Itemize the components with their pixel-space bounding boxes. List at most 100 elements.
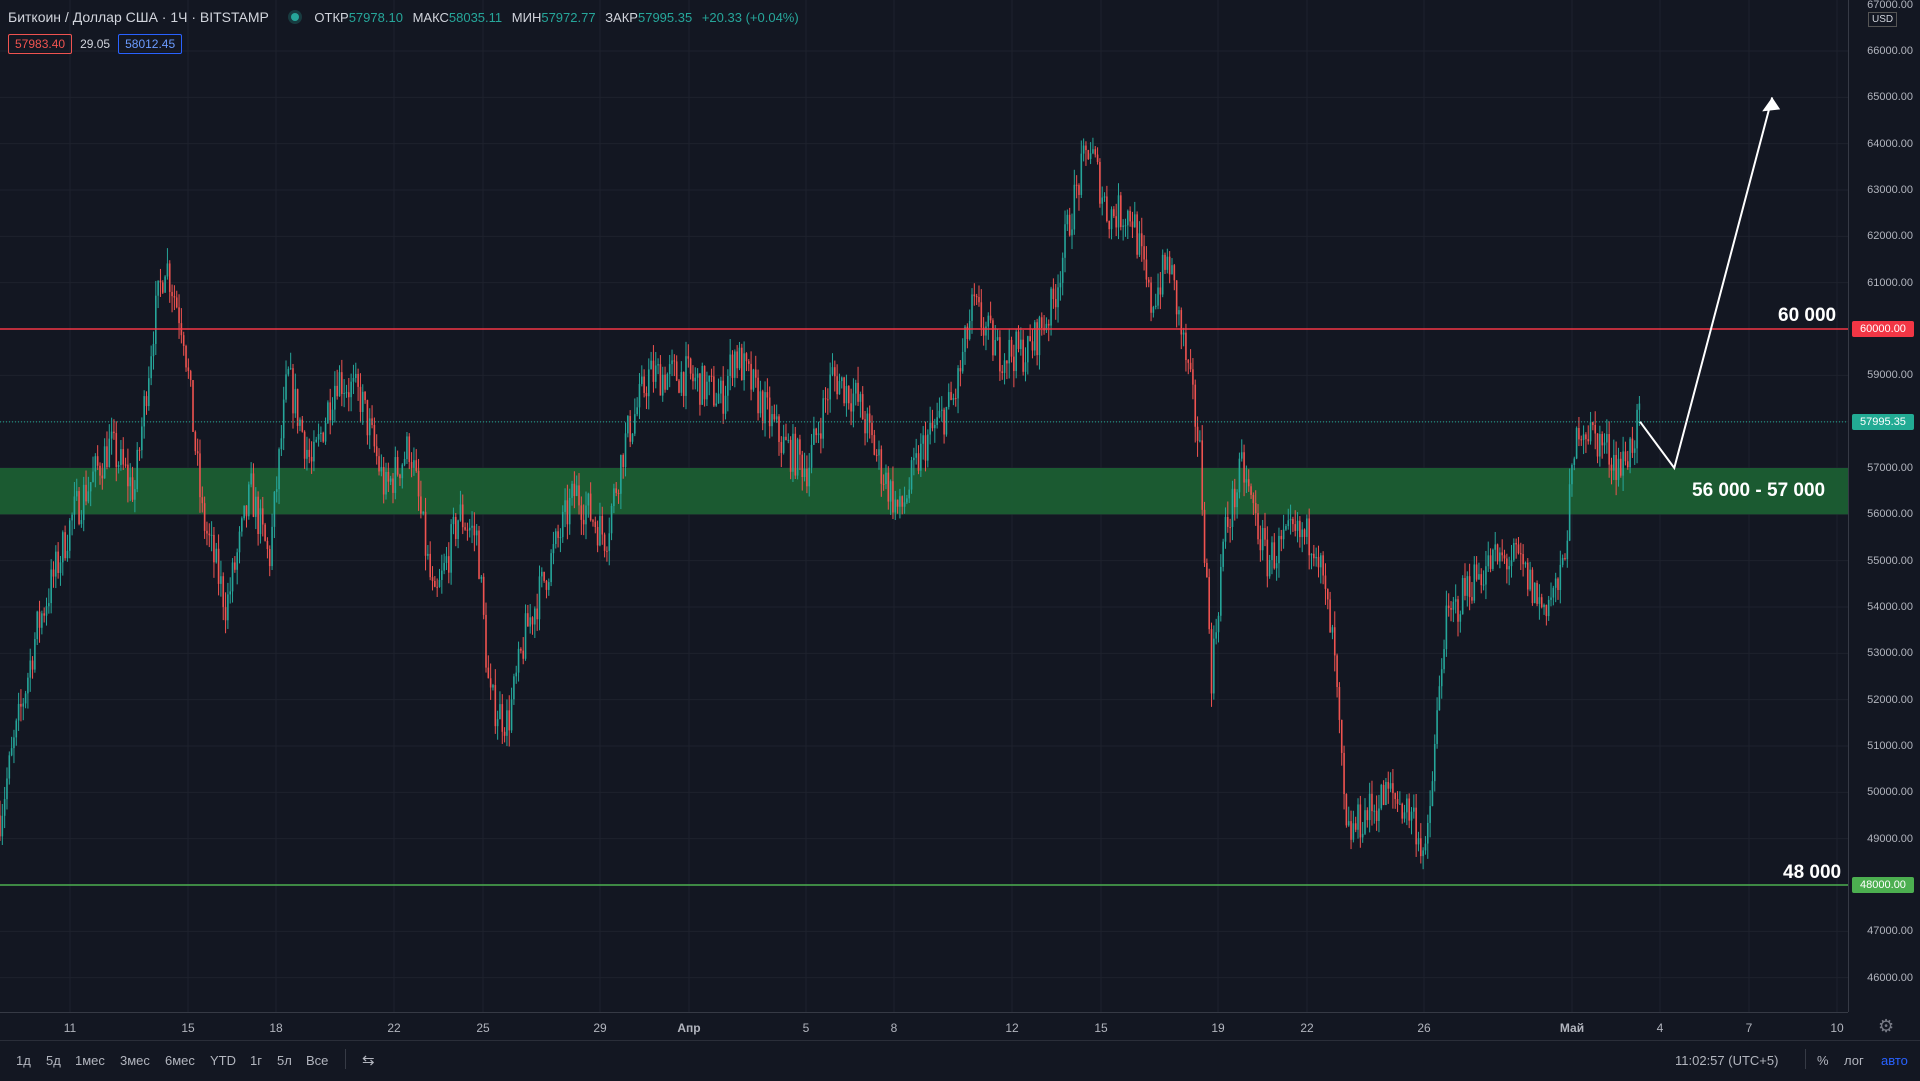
symbol-title[interactable]: Биткоин / Доллар США · 1Ч · BITSTAMP	[8, 9, 269, 25]
candle-body	[1113, 209, 1115, 217]
currency-label[interactable]: USD	[1868, 12, 1898, 27]
candle-body	[743, 353, 745, 380]
candle-body	[1003, 360, 1006, 373]
candle-body	[392, 478, 394, 493]
candle-body	[654, 365, 657, 382]
range-6m[interactable]: 6мес	[165, 1053, 195, 1068]
candle-body	[1426, 822, 1429, 844]
range-1m[interactable]: 1мес	[75, 1053, 105, 1068]
candle-body	[1617, 458, 1620, 480]
range-ytd[interactable]: YTD	[210, 1053, 236, 1068]
candle-body	[1401, 803, 1403, 819]
candle-body	[389, 478, 392, 482]
auto-toggle[interactable]: авто	[1881, 1053, 1908, 1068]
candle-body	[1571, 464, 1573, 485]
candle-body	[936, 417, 938, 425]
candle-body	[1206, 562, 1208, 578]
range-all[interactable]: Все	[306, 1053, 329, 1068]
price-tick: 67000.00	[1867, 0, 1913, 11]
candle-body	[1415, 807, 1417, 845]
candle-body	[1294, 524, 1297, 531]
zone-label: 56 000 - 57 000	[1692, 480, 1826, 501]
buy-button[interactable]: 58012.45	[118, 34, 183, 54]
candle-body	[96, 456, 99, 466]
sell-button[interactable]: 57983.40	[8, 34, 73, 54]
candle-body	[1578, 427, 1580, 440]
candle-body	[220, 576, 222, 584]
candle-body	[1180, 310, 1183, 335]
candle-body	[243, 505, 245, 519]
range-5d[interactable]: 5д	[46, 1053, 61, 1068]
candle-body	[236, 552, 238, 570]
time-tick: 18	[269, 1021, 283, 1035]
candle-body	[431, 577, 434, 582]
range-1d[interactable]: 1д	[16, 1053, 31, 1068]
candle-body	[757, 377, 759, 414]
candle-body	[324, 423, 327, 442]
price-badge: 60000.00	[1852, 321, 1914, 337]
candle-body	[1057, 287, 1059, 308]
candle-body	[387, 471, 390, 482]
settings-gear-icon[interactable]: ⚙	[1878, 1016, 1895, 1036]
candle-body	[580, 505, 583, 520]
time-axis[interactable]: 11 15 18 22 25 29 Апр 5 8 12 15 19 22 26 Май 4 7 10	[0, 1012, 1848, 1041]
candle-body	[1610, 464, 1613, 471]
price-scale[interactable]: 67000.00 66000.00 65000.00 64000.00 63000.00…	[1848, 0, 1920, 1012]
time-tick: 12	[1005, 1021, 1019, 1035]
candle-body	[899, 496, 901, 507]
candle-body	[450, 524, 452, 573]
candle-body	[850, 403, 852, 412]
range-3m[interactable]: 3мес	[120, 1053, 150, 1068]
candle-body	[806, 468, 808, 487]
support-zone	[0, 468, 1848, 515]
candle-body	[1238, 458, 1241, 493]
candle-body	[1338, 687, 1341, 720]
candle-body	[601, 516, 604, 535]
candle-body	[68, 520, 71, 551]
candle-body	[668, 364, 671, 375]
candle-body	[59, 562, 62, 573]
candle-body	[1399, 803, 1401, 805]
candle-body	[529, 617, 531, 627]
range-1y[interactable]: 1г	[250, 1053, 262, 1068]
candle-body	[166, 263, 169, 277]
candle-body	[1573, 458, 1576, 465]
candle-body	[241, 518, 243, 532]
candle-body	[613, 488, 615, 507]
candle-body	[799, 439, 801, 455]
candle-body	[1382, 784, 1385, 806]
candle-body	[661, 374, 664, 396]
candle-body	[606, 550, 608, 552]
candle-body	[1433, 744, 1436, 782]
candle-body	[943, 409, 945, 435]
candle-body	[1250, 486, 1252, 495]
log-toggle[interactable]: лог	[1844, 1053, 1864, 1068]
candle-body	[1266, 539, 1269, 577]
candle-body	[189, 371, 192, 381]
candle-body	[952, 397, 955, 400]
candle-body	[199, 453, 201, 498]
candle-body	[1522, 554, 1524, 565]
candle-body	[354, 373, 357, 378]
candle-body	[759, 391, 762, 414]
candle-body	[1027, 336, 1029, 363]
candle-body	[61, 532, 64, 563]
candle-body	[208, 533, 211, 536]
clock[interactable]: 11:02:57 (UTC+5)	[1675, 1053, 1779, 1068]
candle-body	[36, 611, 39, 640]
candle-body	[1454, 599, 1457, 602]
candles	[0, 137, 1641, 870]
candle-body	[1378, 808, 1380, 821]
range-5y[interactable]: 5л	[277, 1053, 292, 1068]
candle-body	[1326, 588, 1329, 600]
candle-body	[315, 439, 318, 442]
price-chart[interactable]	[0, 0, 1848, 1012]
goto-date-icon[interactable]: ⇆	[362, 1052, 375, 1069]
candle-body	[1189, 362, 1192, 370]
candle-body	[1480, 574, 1483, 586]
candle-body	[617, 492, 620, 494]
percent-toggle[interactable]: %	[1817, 1053, 1829, 1068]
price-tick: 47000.00	[1867, 925, 1913, 938]
candle-body	[796, 439, 799, 476]
candle-body	[903, 502, 906, 507]
